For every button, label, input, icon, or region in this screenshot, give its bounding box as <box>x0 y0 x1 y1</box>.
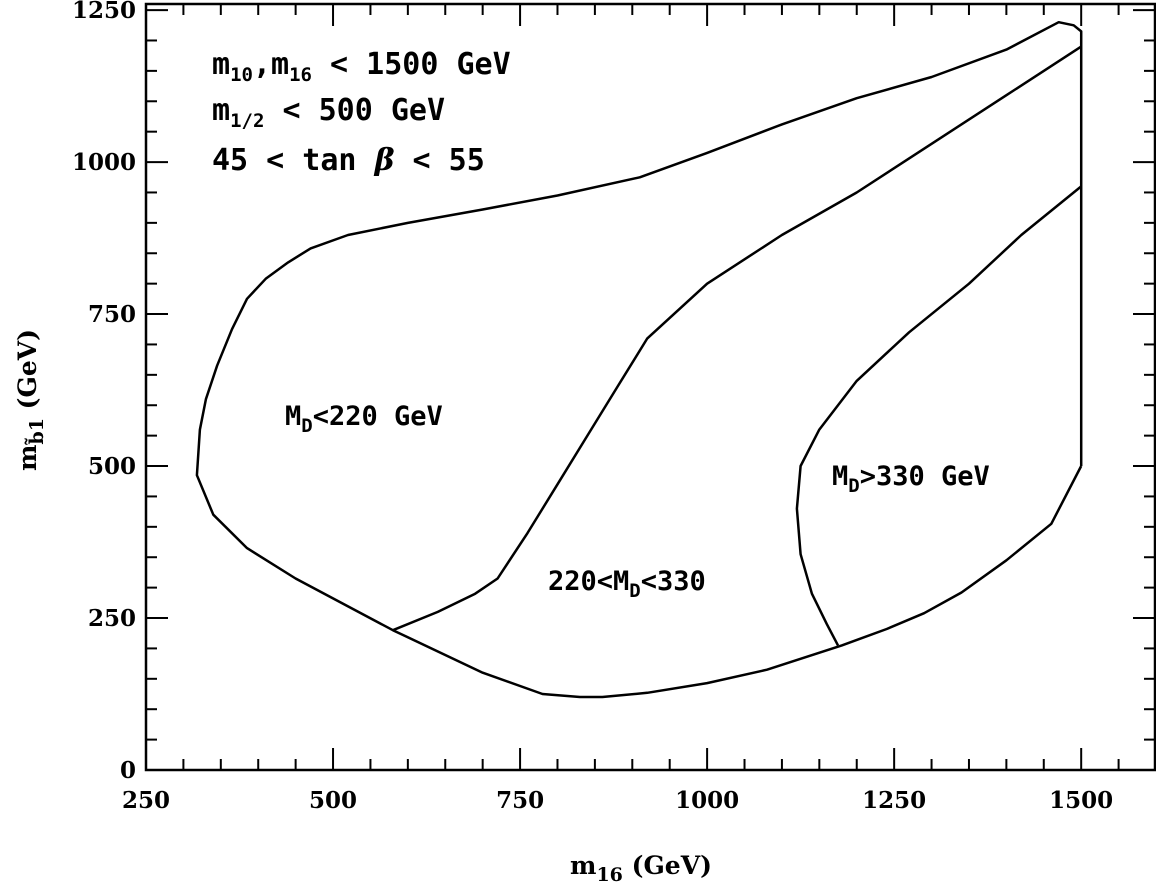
y-tick-label: 250 <box>88 605 136 632</box>
annotation-tanbeta-range: 45 < tan β < 55 <box>212 143 485 178</box>
boundary-curve-2 <box>392 45 1082 632</box>
annotation-gaugino-limit: m1/2 < 500 GeV <box>212 93 445 132</box>
annotation-mass-limit: m10,m16 < 1500 GeV <box>212 47 511 86</box>
axis-ticks <box>145 4 1156 771</box>
x-axis-title: m16 (GeV) <box>570 851 712 886</box>
boundary-curves <box>195 20 1083 699</box>
x-tick-label: 1250 <box>862 787 926 814</box>
x-tick-label: 500 <box>309 787 357 814</box>
x-tick-label: 250 <box>122 787 170 814</box>
y-tick-label: 750 <box>88 301 136 328</box>
axis-tick-labels: 250 500 750 1000 1250 1500 0 250 500 750 1000 1250 <box>72 0 1113 814</box>
x-tick-label: 750 <box>496 787 544 814</box>
x-tick-label: 1000 <box>675 787 739 814</box>
x-tick-label: 1500 <box>1049 787 1113 814</box>
y-tick-label: 0 <box>120 757 136 784</box>
y-tick-label: 1250 <box>72 0 136 24</box>
plot-frame <box>144 2 1156 772</box>
y-tick-label: 500 <box>88 453 136 480</box>
region-label-high: MD>330 GeV <box>832 461 990 497</box>
boundary-curve-3 <box>795 185 1082 646</box>
region-label-mid: 220<MD<330 <box>548 566 706 602</box>
y-tick-label: 1000 <box>72 149 136 176</box>
boundary-curve-1 <box>195 20 1083 699</box>
y-axis-title: mb̃1 (GeV) <box>13 329 48 471</box>
region-label-low: MD<220 GeV <box>285 401 443 437</box>
